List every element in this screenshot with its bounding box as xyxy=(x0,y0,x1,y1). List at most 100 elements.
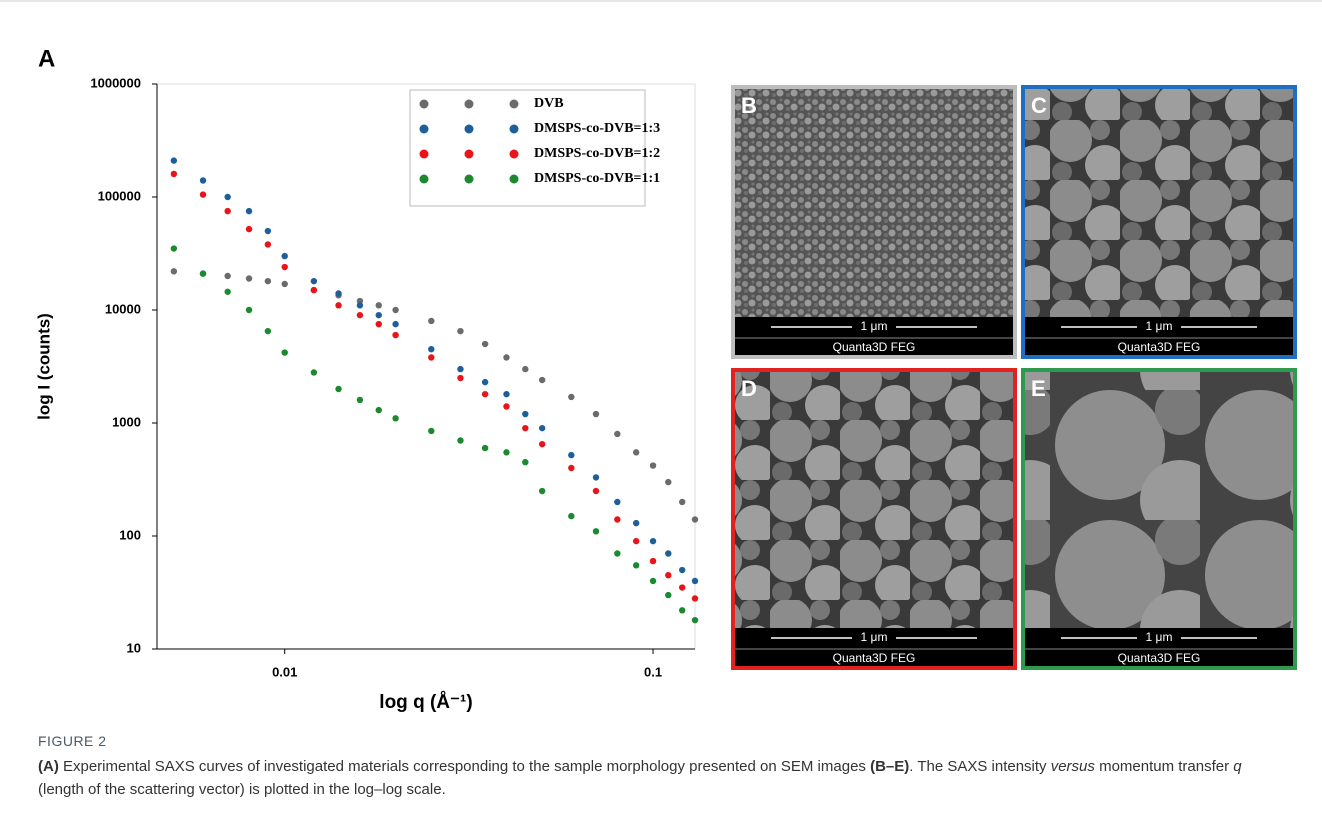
scale-label: 1 μm xyxy=(861,319,888,333)
y-tick-label: 100000 xyxy=(98,188,141,203)
data-point xyxy=(281,263,288,271)
data-point xyxy=(245,306,253,314)
data-point xyxy=(665,591,672,599)
panel-border xyxy=(1021,368,1297,670)
scale-bg xyxy=(852,630,896,646)
data-point xyxy=(264,241,272,248)
caption-part: momentum transfer xyxy=(1094,758,1234,775)
legend-label: DMSPS-co-DVB=1:3 xyxy=(534,121,660,136)
data-point xyxy=(649,462,657,469)
scale-bg xyxy=(852,319,896,335)
instrument-label: Quanta3D FEG xyxy=(1118,651,1201,665)
data-point xyxy=(264,227,272,235)
data-point xyxy=(632,537,640,545)
scale-bg xyxy=(1137,630,1181,646)
data-point xyxy=(503,390,510,398)
caption: (A) Experimental SAXS curves of investig… xyxy=(38,755,1288,801)
data-point xyxy=(503,449,510,456)
data-point xyxy=(457,374,464,382)
caption-part: . The SAXS intensity xyxy=(909,758,1051,775)
data-point xyxy=(678,607,686,614)
figure: A 10 100 1000 10000 100000 1000000 0.01 0.1 log … xyxy=(0,0,1322,713)
data-point xyxy=(224,193,231,201)
data-point xyxy=(264,327,272,335)
data-point xyxy=(632,562,640,569)
data-point xyxy=(691,516,699,523)
data-point xyxy=(678,498,686,506)
y-tick-label: 1000 xyxy=(112,414,141,429)
legend-marker xyxy=(509,149,519,159)
legend-marker xyxy=(419,124,429,134)
data-point xyxy=(665,550,672,557)
legend-marker xyxy=(419,174,429,184)
panel-letter: B xyxy=(741,93,757,118)
data-point xyxy=(392,306,399,314)
data-point xyxy=(522,365,529,373)
data-point xyxy=(481,444,489,452)
legend-marker xyxy=(464,174,474,184)
sem-image xyxy=(733,370,1015,668)
legend-label: DMSPS-co-DVB=1:1 xyxy=(534,171,660,186)
y-tick-label: 1000000 xyxy=(90,75,141,90)
data-point xyxy=(224,207,231,215)
data-point xyxy=(481,340,489,348)
data-point xyxy=(170,157,178,164)
data-point xyxy=(457,437,464,444)
data-point xyxy=(614,430,621,438)
data-point xyxy=(649,557,657,565)
data-point xyxy=(632,449,640,456)
data-point xyxy=(356,396,364,404)
data-point xyxy=(375,320,382,328)
data-point xyxy=(428,345,435,353)
data-point xyxy=(592,410,600,418)
caption-part: (length of the scattering vector) is plo… xyxy=(38,781,446,798)
x-tick-label: 0.01 xyxy=(272,664,297,679)
data-point xyxy=(522,424,529,432)
caption-part: versus xyxy=(1050,758,1095,775)
data-point xyxy=(245,207,253,215)
y-tick-label: 10 xyxy=(127,640,141,655)
instrument-label: Quanta3D FEG xyxy=(1118,340,1201,354)
data-point xyxy=(375,406,382,414)
data-point xyxy=(245,225,253,233)
data-point xyxy=(428,427,435,435)
sem-panel: 1 μm Quanta3D FEG D xyxy=(731,368,1017,670)
scale-label: 1 μm xyxy=(1146,630,1173,644)
legend-marker xyxy=(464,149,474,159)
data-point xyxy=(678,584,686,591)
data-point xyxy=(614,516,621,523)
data-point xyxy=(691,595,699,602)
data-point xyxy=(170,268,178,275)
data-point xyxy=(310,286,318,294)
data-point xyxy=(522,458,529,466)
figure-label: FIGURE 2 xyxy=(38,733,107,749)
sem-panel: 1 μm Quanta3D FEG C xyxy=(1021,85,1297,359)
panel-border xyxy=(731,85,1017,359)
data-point xyxy=(335,302,342,309)
instrument-label: Quanta3D FEG xyxy=(833,651,916,665)
data-point xyxy=(691,577,699,585)
y-tick-label: 10000 xyxy=(105,301,141,316)
data-point xyxy=(522,410,529,418)
legend-marker xyxy=(464,124,474,134)
data-point xyxy=(310,369,318,376)
data-point xyxy=(568,393,575,401)
data-point xyxy=(281,349,288,356)
panel-border xyxy=(1021,85,1297,359)
data-point xyxy=(428,354,435,361)
data-point xyxy=(592,474,600,481)
data-point xyxy=(503,403,510,410)
data-point xyxy=(245,275,253,282)
legend-marker xyxy=(419,149,429,159)
caption-part: q xyxy=(1233,758,1242,775)
data-point xyxy=(310,277,318,285)
legend-label: DMSPS-co-DVB=1:2 xyxy=(534,146,660,161)
panel-letter: E xyxy=(1031,376,1046,401)
caption-part: Experimental SAXS curves of investigated… xyxy=(58,758,871,775)
data-point xyxy=(649,577,657,585)
data-point xyxy=(538,376,546,384)
data-point xyxy=(649,537,657,545)
panel-letter: C xyxy=(1031,93,1047,118)
data-point xyxy=(481,378,489,386)
sem-image xyxy=(1023,370,1295,668)
